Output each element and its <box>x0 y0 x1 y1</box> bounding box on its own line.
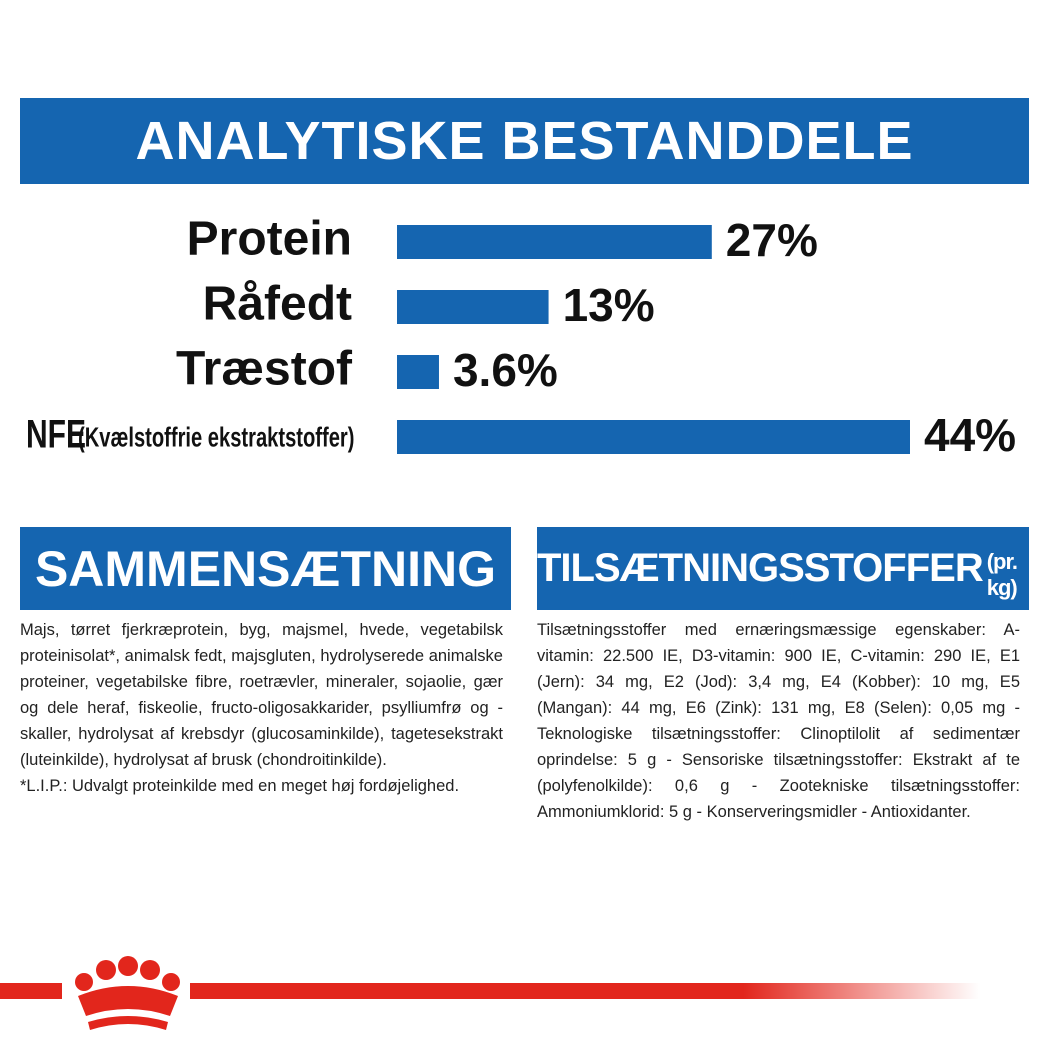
category-label: Træstof <box>176 343 353 396</box>
footer-line <box>190 983 980 999</box>
category-label: NFE <box>26 412 86 456</box>
logo <box>75 956 180 1030</box>
section-header: SAMMENSÆTNING <box>20 527 511 610</box>
bar <box>397 290 549 324</box>
bar <box>397 355 439 389</box>
section-title: TILSÆTNINGSSTOFFER <box>537 546 984 590</box>
section-text: Tilsætningsstoffer med ernæringsmæssige … <box>537 621 1020 821</box>
bar <box>397 225 712 259</box>
footer <box>0 956 980 1030</box>
value-label: 27% <box>726 214 818 266</box>
footer-line <box>0 983 62 999</box>
bar <box>397 420 910 454</box>
section-header: TILSÆTNINGSSTOFFER (pr. kg) <box>537 527 1029 610</box>
section-text: Majs, tørret fjerkræprotein, byg, majsme… <box>20 621 503 795</box>
section-title-note: (pr. kg) <box>986 548 1018 600</box>
value-label: 13% <box>563 279 655 331</box>
value-label: 3.6% <box>453 344 558 396</box>
title-banner: ANALYTISKE BESTANDDELE <box>20 98 1029 184</box>
category-label: Råfedt <box>203 278 352 331</box>
category-label: Protein <box>187 213 352 266</box>
category-note: (Kvælstoffrie ekstraktstoffer) <box>78 422 354 453</box>
section-title: SAMMENSÆTNING <box>34 540 497 597</box>
chart-title: ANALYTISKE BESTANDDELE <box>135 111 914 171</box>
value-label: 44% <box>924 409 1016 461</box>
chart: Protein 27% Råfedt 13% Træstof 3.6% NFE(Kvælst… <box>26 213 1016 461</box>
